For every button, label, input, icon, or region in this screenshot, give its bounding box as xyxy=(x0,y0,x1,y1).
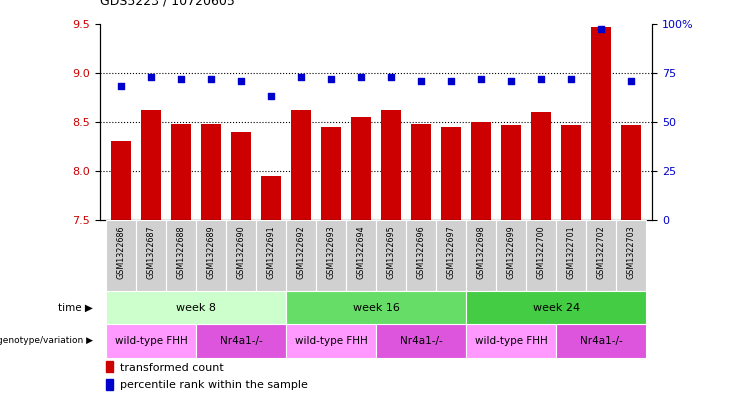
Bar xyxy=(531,112,551,220)
Point xyxy=(385,73,397,80)
Text: GSM1322703: GSM1322703 xyxy=(627,226,636,279)
Bar xyxy=(286,324,376,358)
Text: GSM1322686: GSM1322686 xyxy=(116,226,125,279)
Text: GSM1322694: GSM1322694 xyxy=(356,226,365,279)
Text: percentile rank within the sample: percentile rank within the sample xyxy=(119,380,308,390)
Text: transformed count: transformed count xyxy=(119,362,223,373)
Bar xyxy=(316,220,346,291)
Text: week 8: week 8 xyxy=(176,303,216,312)
Text: genotype/variation ▶: genotype/variation ▶ xyxy=(0,336,93,345)
Bar xyxy=(442,127,461,220)
Text: GSM1322698: GSM1322698 xyxy=(476,226,485,279)
Text: wild-type FHH: wild-type FHH xyxy=(295,336,368,346)
Bar xyxy=(105,361,113,373)
Point xyxy=(625,77,637,84)
Text: Nr4a1-/-: Nr4a1-/- xyxy=(399,336,442,346)
Text: GSM1322692: GSM1322692 xyxy=(296,226,305,279)
Bar xyxy=(106,324,196,358)
Point xyxy=(535,75,547,82)
Text: GSM1322697: GSM1322697 xyxy=(447,226,456,279)
Bar xyxy=(142,110,161,220)
Bar xyxy=(376,324,466,358)
Bar xyxy=(286,220,316,291)
Bar xyxy=(106,220,136,291)
Bar xyxy=(586,220,616,291)
Bar xyxy=(106,291,286,324)
Text: GSM1322689: GSM1322689 xyxy=(207,226,216,279)
Bar xyxy=(226,220,256,291)
Point xyxy=(415,77,427,84)
Text: wild-type FHH: wild-type FHH xyxy=(475,336,548,346)
Bar xyxy=(496,220,526,291)
Bar xyxy=(136,220,166,291)
Bar xyxy=(351,117,370,220)
Text: GSM1322695: GSM1322695 xyxy=(387,226,396,279)
Point xyxy=(175,75,187,82)
Text: GSM1322696: GSM1322696 xyxy=(416,226,425,279)
Bar xyxy=(526,220,556,291)
Text: wild-type FHH: wild-type FHH xyxy=(115,336,187,346)
Text: GSM1322699: GSM1322699 xyxy=(507,226,516,279)
Text: GSM1322688: GSM1322688 xyxy=(176,226,185,279)
Bar xyxy=(291,110,310,220)
Bar xyxy=(196,220,226,291)
Bar xyxy=(556,324,646,358)
Bar xyxy=(406,220,436,291)
Point xyxy=(325,75,337,82)
Point xyxy=(505,77,517,84)
Bar xyxy=(262,176,281,220)
Point xyxy=(445,77,457,84)
Bar xyxy=(105,379,113,390)
Bar xyxy=(502,125,521,220)
Point xyxy=(115,83,127,90)
Bar xyxy=(202,124,221,220)
Bar xyxy=(436,220,466,291)
Text: week 24: week 24 xyxy=(533,303,579,312)
Point xyxy=(265,93,277,99)
Text: GSM1322690: GSM1322690 xyxy=(236,226,245,279)
Point xyxy=(235,77,247,84)
Text: GSM1322700: GSM1322700 xyxy=(536,226,545,279)
Bar xyxy=(591,27,611,220)
Point xyxy=(595,26,607,33)
Bar xyxy=(171,124,190,220)
Text: week 16: week 16 xyxy=(353,303,399,312)
Point xyxy=(295,73,307,80)
Bar xyxy=(286,291,466,324)
Point xyxy=(475,75,487,82)
Bar xyxy=(256,220,286,291)
Bar xyxy=(382,110,401,220)
Bar xyxy=(166,220,196,291)
Bar xyxy=(471,122,491,220)
Text: GSM1322687: GSM1322687 xyxy=(147,226,156,279)
Text: GSM1322691: GSM1322691 xyxy=(267,226,276,279)
Bar xyxy=(556,220,586,291)
Text: time ▶: time ▶ xyxy=(58,303,93,312)
Text: Nr4a1-/-: Nr4a1-/- xyxy=(579,336,622,346)
Bar xyxy=(376,220,406,291)
Bar xyxy=(231,132,250,220)
Point xyxy=(205,75,217,82)
Text: GSM1322701: GSM1322701 xyxy=(567,226,576,279)
Bar xyxy=(322,127,341,220)
Bar xyxy=(616,220,646,291)
Bar xyxy=(411,124,431,220)
Text: GSM1322702: GSM1322702 xyxy=(597,226,605,279)
Bar xyxy=(466,324,556,358)
Text: GDS5223 / 10720605: GDS5223 / 10720605 xyxy=(100,0,235,8)
Bar xyxy=(466,220,496,291)
Bar xyxy=(111,141,131,220)
Bar xyxy=(562,125,581,220)
Bar xyxy=(346,220,376,291)
Point xyxy=(565,75,577,82)
Bar xyxy=(466,291,646,324)
Bar xyxy=(621,125,641,220)
Bar xyxy=(196,324,286,358)
Text: Nr4a1-/-: Nr4a1-/- xyxy=(219,336,262,346)
Point xyxy=(355,73,367,80)
Point xyxy=(145,73,157,80)
Text: GSM1322693: GSM1322693 xyxy=(327,226,336,279)
